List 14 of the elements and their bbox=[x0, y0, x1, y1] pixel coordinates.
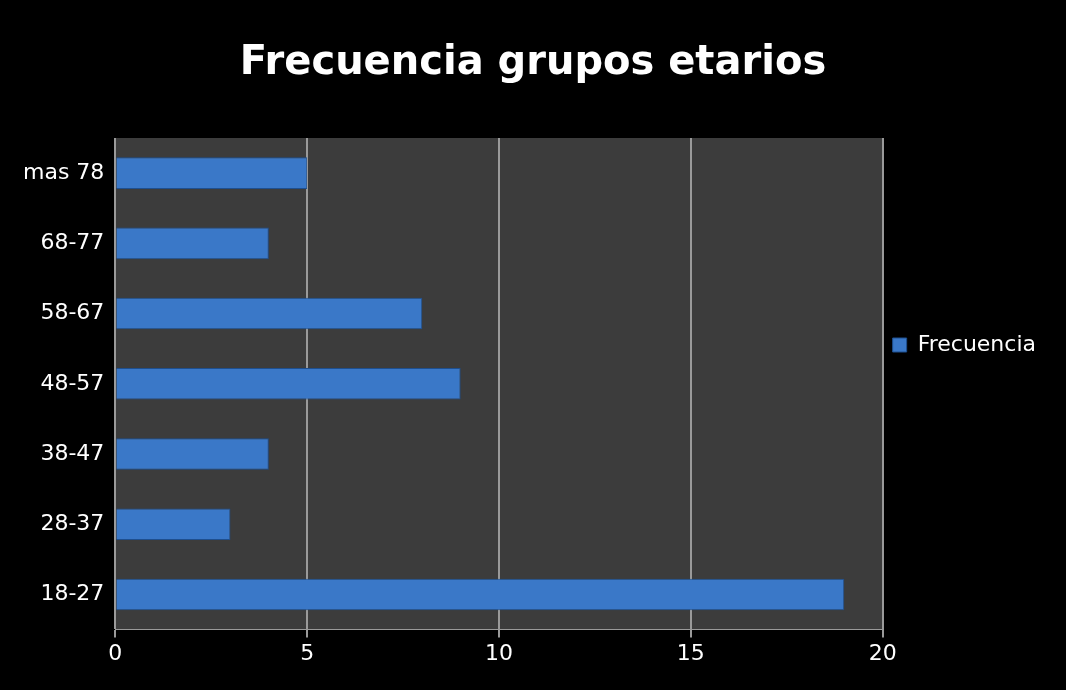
legend-label: Frecuencia bbox=[917, 330, 1036, 356]
y-tick-label: 38-47 bbox=[40, 439, 105, 465]
x-tick-label: 0 bbox=[108, 639, 123, 665]
x-tick-label: 20 bbox=[868, 639, 897, 665]
y-tick-label: 58-67 bbox=[40, 299, 105, 325]
x-tick-label: 15 bbox=[676, 639, 705, 665]
y-tick-label: 18-27 bbox=[40, 580, 105, 606]
y-tick-label: 28-37 bbox=[40, 509, 105, 535]
y-tick-label: mas 78 bbox=[22, 158, 105, 184]
y-tick-label: 48-57 bbox=[40, 369, 105, 395]
x-tick-label: 10 bbox=[485, 639, 513, 665]
chart-title: Frecuencia grupos etarios bbox=[239, 37, 827, 84]
x-tick-label: 5 bbox=[300, 639, 315, 665]
y-tick-label: 68-77 bbox=[40, 229, 105, 255]
